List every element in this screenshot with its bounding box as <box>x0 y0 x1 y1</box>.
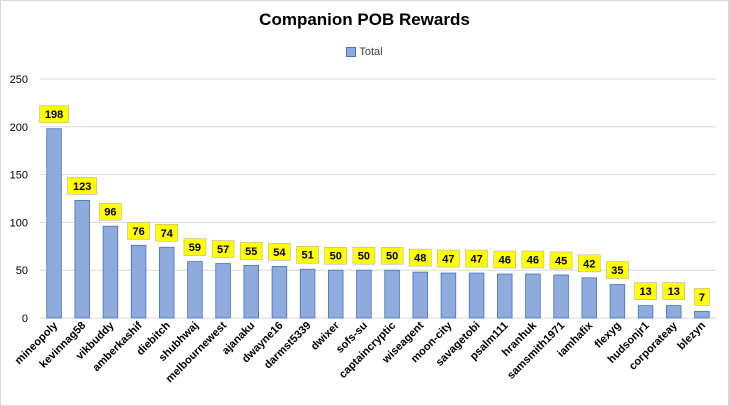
bar <box>581 277 597 319</box>
bar <box>553 274 569 319</box>
data-label-box <box>606 261 629 279</box>
data-label: 50 <box>330 251 342 263</box>
data-label-box <box>296 245 319 264</box>
data-label: 45 <box>555 255 567 267</box>
bar <box>609 284 626 319</box>
bar <box>271 265 288 319</box>
data-label-box <box>155 224 178 242</box>
bar <box>384 269 400 319</box>
chart-title: Companion POB Rewards <box>259 10 470 29</box>
data-label-box <box>437 249 460 268</box>
data-label-box <box>67 177 97 195</box>
data-label-box <box>352 246 376 265</box>
data-label-box <box>127 222 150 240</box>
legend-label: Total <box>359 46 383 59</box>
bar <box>102 225 119 319</box>
data-label: 42 <box>583 258 595 270</box>
data-label: 59 <box>189 242 201 254</box>
bar <box>525 273 541 319</box>
data-label-box <box>634 282 657 300</box>
data-label-box <box>662 282 685 300</box>
bar <box>694 310 710 319</box>
bar <box>130 244 147 319</box>
data-label: 74 <box>161 228 174 240</box>
y-tick-label: 50 <box>16 265 28 277</box>
data-label: 13 <box>639 286 651 298</box>
data-label-box <box>99 202 122 221</box>
data-label: 57 <box>217 244 229 256</box>
data-label-box <box>268 243 291 261</box>
data-label-box <box>211 240 235 258</box>
data-label: 47 <box>470 254 482 266</box>
data-label-box <box>465 249 488 268</box>
data-label-box <box>324 246 347 265</box>
data-label-box <box>380 246 404 265</box>
data-label: 55 <box>245 246 257 258</box>
y-tick-label: 200 <box>10 122 28 134</box>
y-tick-label: 250 <box>10 74 28 86</box>
data-label-box <box>493 250 516 269</box>
bar <box>328 269 344 319</box>
bar <box>74 200 90 319</box>
data-label-box <box>549 251 573 270</box>
bar <box>215 263 231 319</box>
data-label: 46 <box>499 255 511 267</box>
bar <box>666 305 682 319</box>
bar <box>243 265 259 319</box>
category-label: blezyn <box>675 319 708 352</box>
data-label: 123 <box>73 181 91 193</box>
data-label-box <box>521 250 545 269</box>
y-tick-label: 100 <box>10 217 28 229</box>
bar <box>46 128 62 319</box>
bar <box>299 268 316 319</box>
data-label: 76 <box>132 226 144 238</box>
data-label: 50 <box>386 251 398 263</box>
bar <box>159 246 175 319</box>
data-label: 35 <box>611 265 623 277</box>
bar <box>468 272 485 319</box>
data-label: 46 <box>527 255 539 267</box>
data-label: 54 <box>273 247 286 259</box>
data-label-box <box>39 105 69 123</box>
data-label-box <box>240 242 263 260</box>
y-tick-label: 0 <box>22 313 28 325</box>
data-label-box <box>409 248 432 267</box>
data-label-box <box>578 254 601 273</box>
bar <box>637 305 654 319</box>
y-tick-label: 150 <box>10 170 28 182</box>
data-label: 7 <box>699 292 705 304</box>
bar <box>356 269 372 319</box>
data-label: 51 <box>301 250 313 262</box>
data-label: 198 <box>45 109 63 121</box>
data-label: 13 <box>668 286 680 298</box>
bar <box>187 261 203 319</box>
data-label: 96 <box>104 207 116 219</box>
legend: Total <box>0 46 729 58</box>
data-label-box <box>183 238 207 256</box>
data-label: 47 <box>442 254 454 266</box>
bar <box>440 272 457 319</box>
data-label: 50 <box>358 251 370 263</box>
bar <box>412 271 428 319</box>
data-label-box <box>694 288 710 306</box>
data-label: 48 <box>414 253 426 265</box>
legend-swatch <box>346 47 357 58</box>
bar <box>497 273 513 319</box>
